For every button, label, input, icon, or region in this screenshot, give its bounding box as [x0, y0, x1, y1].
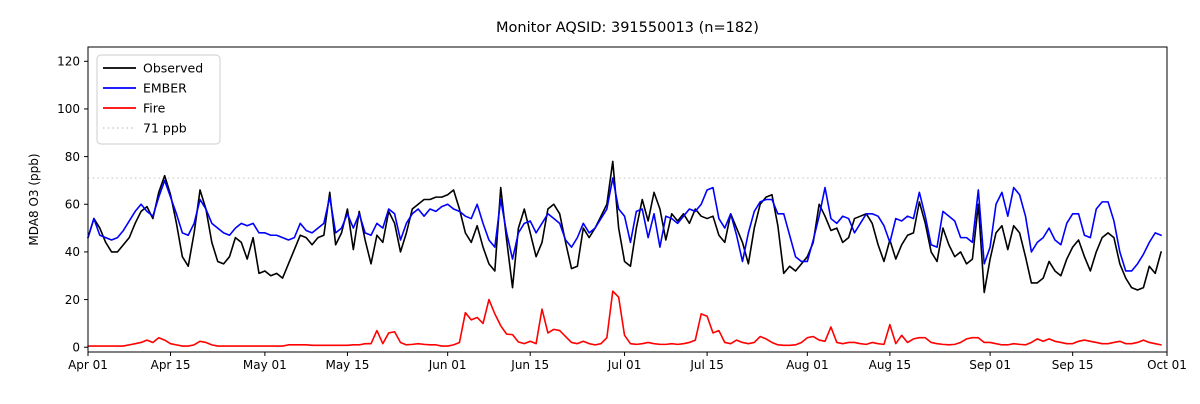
x-tick-label: Apr 01 — [68, 358, 108, 372]
x-tick-label: Jul 01 — [607, 358, 642, 372]
x-tick-label: Oct 01 — [1147, 358, 1187, 372]
x-tick-label: Jul 15 — [689, 358, 724, 372]
legend-label-71-ppb: 71 ppb — [143, 120, 187, 135]
x-tick-label: Aug 01 — [786, 358, 829, 372]
legend-label-observed: Observed — [143, 60, 203, 75]
y-tick-label: 100 — [57, 102, 80, 116]
series-line-observed — [87, 160, 1162, 294]
x-tick-label: Jun 01 — [428, 358, 467, 372]
x-tick-label: May 15 — [325, 358, 369, 372]
series-line-fire — [87, 290, 1162, 347]
series-layer — [87, 160, 1162, 347]
y-tick-label: 20 — [65, 293, 80, 307]
x-tick-label: Apr 15 — [151, 358, 191, 372]
series-line-ember — [87, 177, 1162, 272]
x-tick-label: Sep 15 — [1052, 358, 1094, 372]
y-tick-label: 0 — [72, 340, 80, 354]
y-tick-label: 120 — [57, 54, 80, 68]
y-axis-label: MDA8 O3 (ppb) — [27, 153, 41, 245]
x-tick-label: May 01 — [243, 358, 287, 372]
y-tick-label: 40 — [65, 245, 80, 259]
legend-entries: Observed EMBER Fire 71 ppb — [103, 60, 203, 135]
x-tick-label: Aug 15 — [869, 358, 912, 372]
y-axis-ticks: 0 20 40 60 80 100 120 — [57, 54, 88, 354]
chart-title: Monitor AQSID: 391550013 (n=182) — [496, 20, 759, 36]
x-tick-label: Jun 15 — [510, 358, 549, 372]
plot-border — [87, 46, 1168, 353]
legend-label-ember: EMBER — [143, 80, 187, 95]
y-tick-label: 80 — [65, 150, 80, 164]
legend: Observed EMBER Fire 71 ppb — [96, 54, 221, 145]
legend-box — [96, 54, 221, 145]
x-axis-ticks: Apr 01 Apr 15 May 01 May 15 Jun 01 Jun 15 Jul … — [68, 352, 1187, 372]
y-tick-label: 60 — [65, 197, 80, 211]
x-tick-label: Sep 01 — [969, 358, 1011, 372]
legend-label-fire: Fire — [143, 100, 166, 115]
